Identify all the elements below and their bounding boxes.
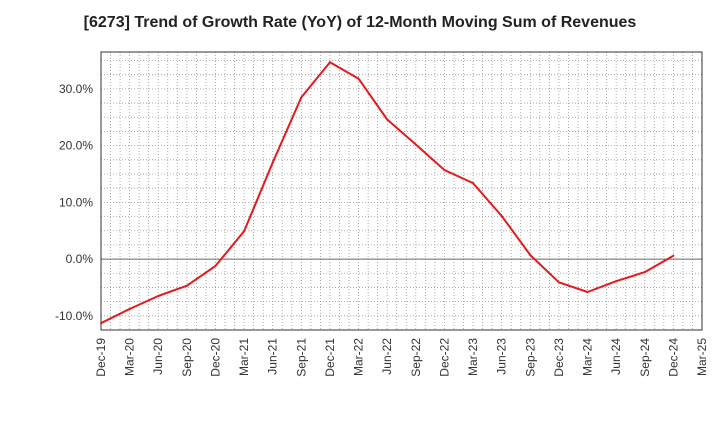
x-tick-label: Jun-24 xyxy=(609,338,623,375)
x-tick-label: Sep-20 xyxy=(180,338,194,377)
x-tick-label: Dec-20 xyxy=(208,338,222,377)
x-tick-label: Jun-22 xyxy=(380,338,394,375)
data-point xyxy=(157,294,160,297)
x-tick-label: Dec-21 xyxy=(323,338,337,377)
x-tick-label: Dec-23 xyxy=(552,338,566,377)
x-tick-label: Mar-20 xyxy=(123,338,137,376)
chart-title: [6273] Trend of Growth Rate (YoY) of 12-… xyxy=(83,14,637,31)
y-tick-label: -10.0% xyxy=(55,309,93,323)
data-point xyxy=(300,96,303,99)
data-point xyxy=(100,322,102,325)
x-tick-label: Jun-21 xyxy=(266,338,280,375)
data-point xyxy=(357,77,360,80)
data-point xyxy=(214,264,217,267)
plot-area xyxy=(101,52,702,330)
x-tick-label: Jun-23 xyxy=(495,338,509,375)
data-point xyxy=(586,290,589,293)
data-point xyxy=(500,214,503,217)
data-point xyxy=(328,61,331,64)
data-point xyxy=(414,143,417,146)
x-tick-label: Dec-19 xyxy=(94,338,108,377)
x-tick-label: Sep-22 xyxy=(409,338,423,377)
data-point xyxy=(557,281,560,284)
data-point xyxy=(271,161,274,164)
data-point xyxy=(472,182,475,185)
plot-border xyxy=(100,51,703,331)
x-tick-label: Mar-22 xyxy=(352,338,366,376)
data-point xyxy=(443,169,446,172)
x-tick-label: Mar-21 xyxy=(237,338,251,376)
data-point xyxy=(529,254,532,257)
x-tick-label: Sep-24 xyxy=(638,338,652,377)
y-tick-label: 20.0% xyxy=(59,139,93,153)
x-tick-label: Dec-22 xyxy=(437,338,451,377)
x-tick-label: Mar-25 xyxy=(695,338,709,376)
x-tick-label: Sep-21 xyxy=(294,338,308,377)
data-point xyxy=(243,230,246,233)
x-tick-label: Mar-23 xyxy=(466,338,480,376)
data-point xyxy=(185,284,188,287)
data-point xyxy=(386,118,389,121)
y-tick-label: 0.0% xyxy=(66,252,94,266)
x-tick-label: Mar-24 xyxy=(581,338,595,376)
data-point xyxy=(128,308,131,311)
y-tick-label: 10.0% xyxy=(59,195,93,209)
x-tick-label: Dec-24 xyxy=(666,338,680,377)
x-tick-label: Sep-23 xyxy=(523,338,537,377)
x-tick-label: Jun-20 xyxy=(151,338,165,375)
data-point xyxy=(615,280,618,283)
data-point xyxy=(643,271,646,274)
data-point xyxy=(672,254,675,257)
y-tick-label: 30.0% xyxy=(59,82,93,96)
